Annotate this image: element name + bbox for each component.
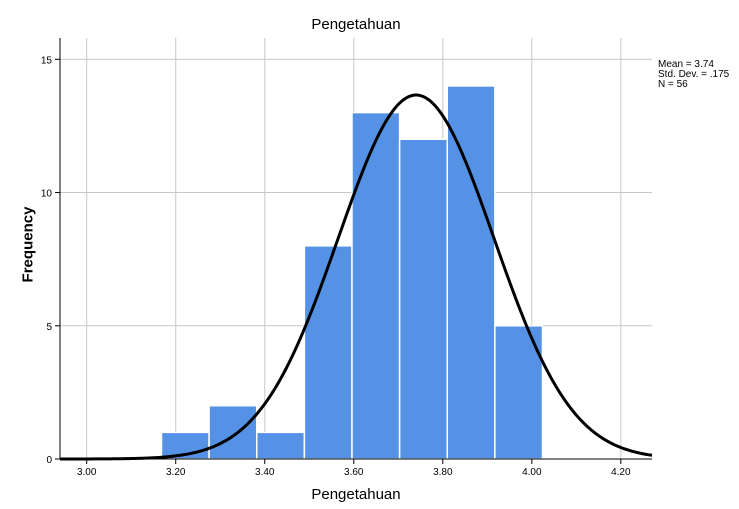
histogram-bar <box>398 138 448 460</box>
stat-std-dev: Std. Dev. = .175 <box>658 69 730 80</box>
y-axis-label: Frequency <box>19 206 37 283</box>
x-axis-label: Pengetahuan <box>311 486 401 503</box>
x-tick-label: 4.20 <box>611 467 631 478</box>
stat-mean: Mean = 3.74 <box>658 59 714 70</box>
histogram-bar <box>303 245 353 460</box>
x-tick-label: 3.20 <box>166 467 186 478</box>
histogram-bar <box>351 111 401 460</box>
x-tick-label: 3.00 <box>77 467 97 478</box>
normal-curve <box>60 93 653 461</box>
histogram-bar <box>208 404 258 460</box>
x-tick-label: 4.00 <box>522 467 542 478</box>
y-tick-label: 15 <box>41 55 53 66</box>
stat-n: N = 56 <box>658 79 688 90</box>
stats-box: Mean = 3.74 Std. Dev. = .175 N = 56 <box>658 60 729 90</box>
x-tick-label: 3.40 <box>255 467 275 478</box>
x-tick-label: 3.60 <box>344 467 364 478</box>
histogram-bar <box>255 431 306 460</box>
y-tick-label: 10 <box>41 189 53 200</box>
axes <box>59 38 652 460</box>
histogram-bars <box>160 85 544 460</box>
y-tick-label: 5 <box>46 322 52 333</box>
chart-title: Pengetahuan <box>311 16 401 33</box>
tick-labels: 3.00 3.20 3.40 3.60 3.80 4.00 4.20 0 5 10 15 <box>41 55 631 478</box>
x-tick-label: 3.80 <box>433 467 453 478</box>
y-tick-label: 0 <box>46 455 52 466</box>
histogram-bar <box>446 85 496 460</box>
